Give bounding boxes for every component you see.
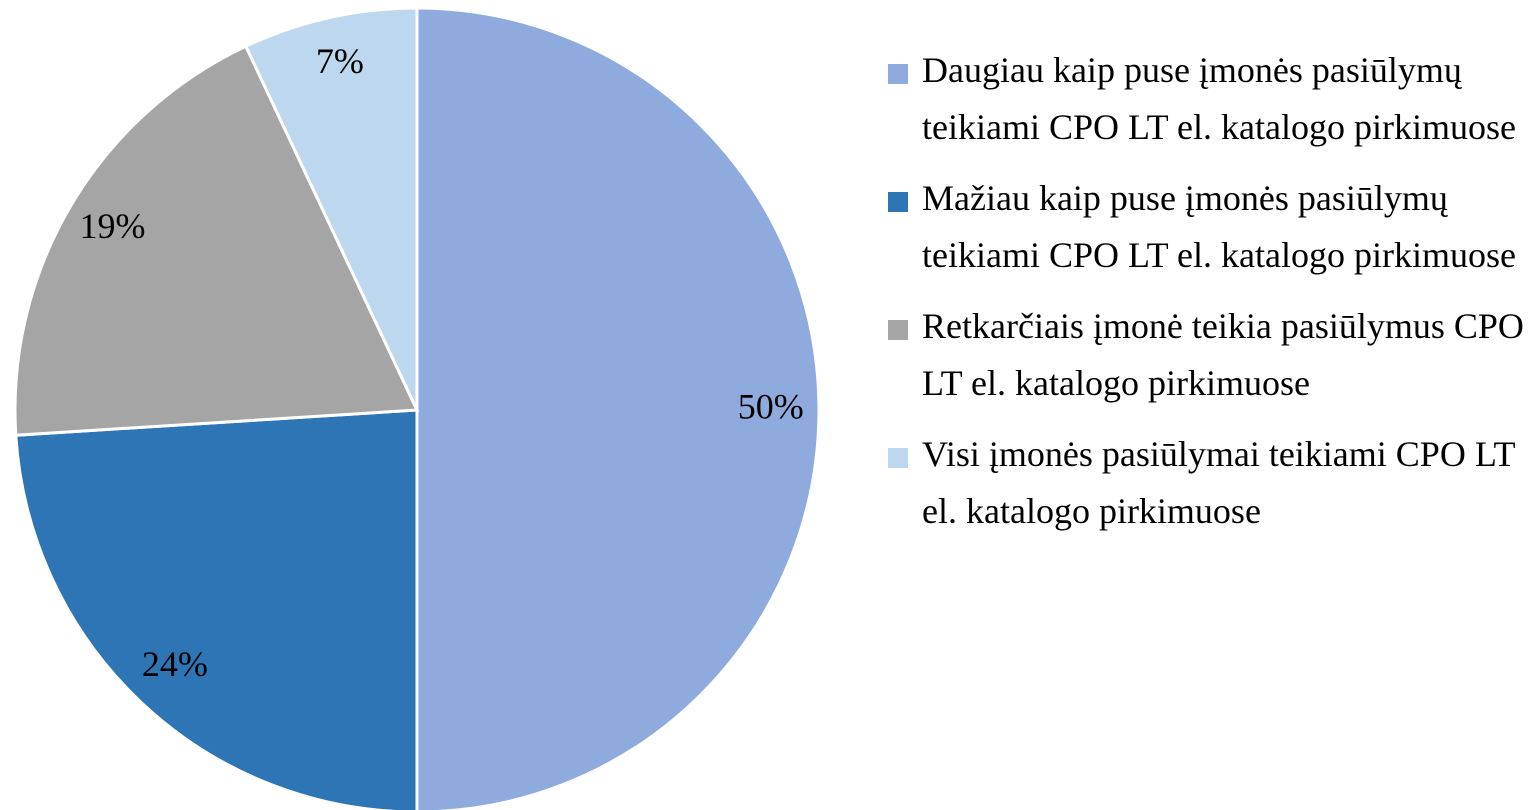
legend-item: Daugiau kaip puse įmonės pasiūlymų teiki… (888, 42, 1538, 156)
legend-swatch (888, 192, 908, 212)
legend: Daugiau kaip puse įmonės pasiūlymų teiki… (888, 42, 1538, 554)
legend-label: Mažiau kaip puse įmonės pasiūlymų teikia… (922, 178, 1516, 275)
data-label: 7% (316, 41, 364, 81)
legend-swatch (888, 448, 908, 468)
pie-slice (243, 6, 419, 411)
legend-item: Retkarčiais įmonė teikia pasiūlymus CPO … (888, 298, 1538, 412)
legend-swatch (888, 320, 908, 340)
chart: 50% 24% 19% 7% (13, 6, 821, 810)
legend-label: Retkarčiais įmonė teikia pasiūlymus CPO … (922, 306, 1524, 403)
legend-label: Daugiau kaip puse įmonės pasiūlymų teiki… (922, 50, 1516, 147)
pie-slice (415, 6, 821, 810)
legend-swatch (888, 64, 908, 84)
data-label: 19% (80, 206, 146, 246)
legend-item: Mažiau kaip puse įmonės pasiūlymų teikia… (888, 170, 1538, 284)
data-label: 50% (738, 386, 804, 426)
legend-label: Visi įmonės pasiūlymai teikiami CPO LT e… (922, 434, 1515, 531)
pie-slice (14, 408, 419, 810)
data-label: 24% (142, 644, 208, 684)
pie-slice (13, 44, 420, 437)
legend-item: Visi įmonės pasiūlymai teikiami CPO LT e… (888, 426, 1538, 540)
